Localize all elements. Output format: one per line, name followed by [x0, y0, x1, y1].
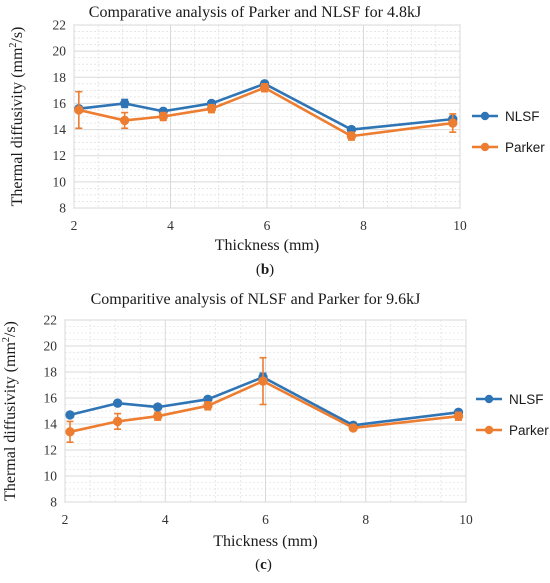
y-tick-label: 8 [59, 201, 66, 216]
legend-label-parker: Parker [505, 140, 545, 155]
caption-letter: c [260, 557, 267, 573]
x-tick-label: 4 [162, 512, 169, 527]
x-axis-label: Thickness (mm) [215, 237, 319, 254]
data-point-parker [153, 411, 163, 421]
y-tick-label: 22 [53, 18, 67, 33]
y-axis-label-tail: /s) [9, 27, 26, 43]
data-point-parker [158, 111, 168, 122]
y-tick-label: 14 [53, 122, 67, 137]
x-tick-label: 10 [459, 512, 473, 527]
data-point-parker [203, 401, 213, 411]
x-axis-label: Thickness (mm) [213, 533, 317, 550]
data-point-nlsf [112, 398, 123, 408]
y-tick-label: 8 [50, 495, 57, 510]
x-tick-label: 2 [62, 512, 69, 527]
data-point-parker [453, 411, 464, 421]
data-point-parker [119, 115, 130, 126]
x-tick-label: 6 [264, 218, 271, 233]
figure-caption: (b) [256, 262, 274, 278]
data-point-parker [112, 416, 123, 427]
legend-marker-parker [484, 425, 494, 435]
series-line-parker [78, 86, 453, 138]
y-axis-label: Thermal diffusivity (mm2/s) [8, 27, 26, 207]
series-parker [65, 356, 464, 444]
y-tick-label: 16 [53, 96, 67, 111]
y-tick-label: 12 [44, 443, 58, 458]
data-point-parker [346, 131, 357, 141]
data-point-nlsf [153, 402, 163, 412]
y-tick-label: 14 [44, 417, 58, 432]
y-axis-label: Thermal diffusivity (mm2/s) [1, 321, 19, 501]
caption-open: ( [255, 557, 260, 573]
data-point-parker [65, 427, 75, 437]
y-tick-label: 10 [53, 174, 67, 189]
legend-marker-parker [480, 142, 490, 152]
caption-letter: b [261, 262, 269, 278]
data-point-parker [206, 103, 217, 114]
y-axis-label-main: Thermal diffusivity (mm [2, 342, 19, 501]
legend-marker-nlsf [484, 394, 494, 404]
data-point-nlsf [65, 410, 75, 420]
x-tick-label: 4 [167, 218, 174, 233]
legend-label-nlsf: NLSF [505, 109, 540, 124]
y-tick-label: 20 [53, 44, 67, 59]
chart-title: Comparative analysis of Parker and NLSF … [89, 4, 421, 21]
chart-title: Comparitive analysis of NLSF and Parker … [91, 291, 421, 308]
x-tick-label: 8 [360, 218, 367, 233]
data-point-parker [259, 83, 270, 93]
x-tick-label: 6 [262, 512, 269, 527]
caption-close: ) [269, 262, 274, 278]
legend-label-parker: Parker [509, 423, 549, 438]
data-point-parker [448, 118, 458, 128]
caption-open: ( [256, 262, 261, 278]
y-tick-label: 18 [44, 365, 58, 380]
y-axis-label-sup: 2 [1, 337, 12, 342]
y-tick-label: 18 [53, 70, 67, 85]
caption-close: ) [267, 557, 272, 573]
y-tick-label: 16 [44, 391, 58, 406]
x-tick-label: 10 [453, 218, 467, 233]
y-axis-label-main: Thermal diffusivity (mm [9, 47, 26, 206]
y-tick-label: 20 [44, 339, 58, 354]
data-point-parker [258, 376, 268, 386]
x-tick-label: 2 [71, 218, 78, 233]
figure-caption: (c) [255, 557, 272, 573]
y-axis-label-tail: /s) [2, 321, 19, 337]
data-point-parker [348, 423, 358, 433]
y-tick-label: 10 [44, 469, 58, 484]
y-tick-label: 12 [53, 148, 67, 163]
y-tick-label: 22 [44, 313, 58, 328]
y-axis-label-sup: 2 [8, 43, 19, 48]
legend-label-nlsf: NLSF [509, 392, 544, 407]
x-tick-label: 8 [362, 512, 369, 527]
legend-marker-nlsf [480, 111, 490, 121]
series-parker [74, 83, 458, 141]
data-point-nlsf [119, 98, 130, 109]
data-point-parker [74, 105, 84, 115]
